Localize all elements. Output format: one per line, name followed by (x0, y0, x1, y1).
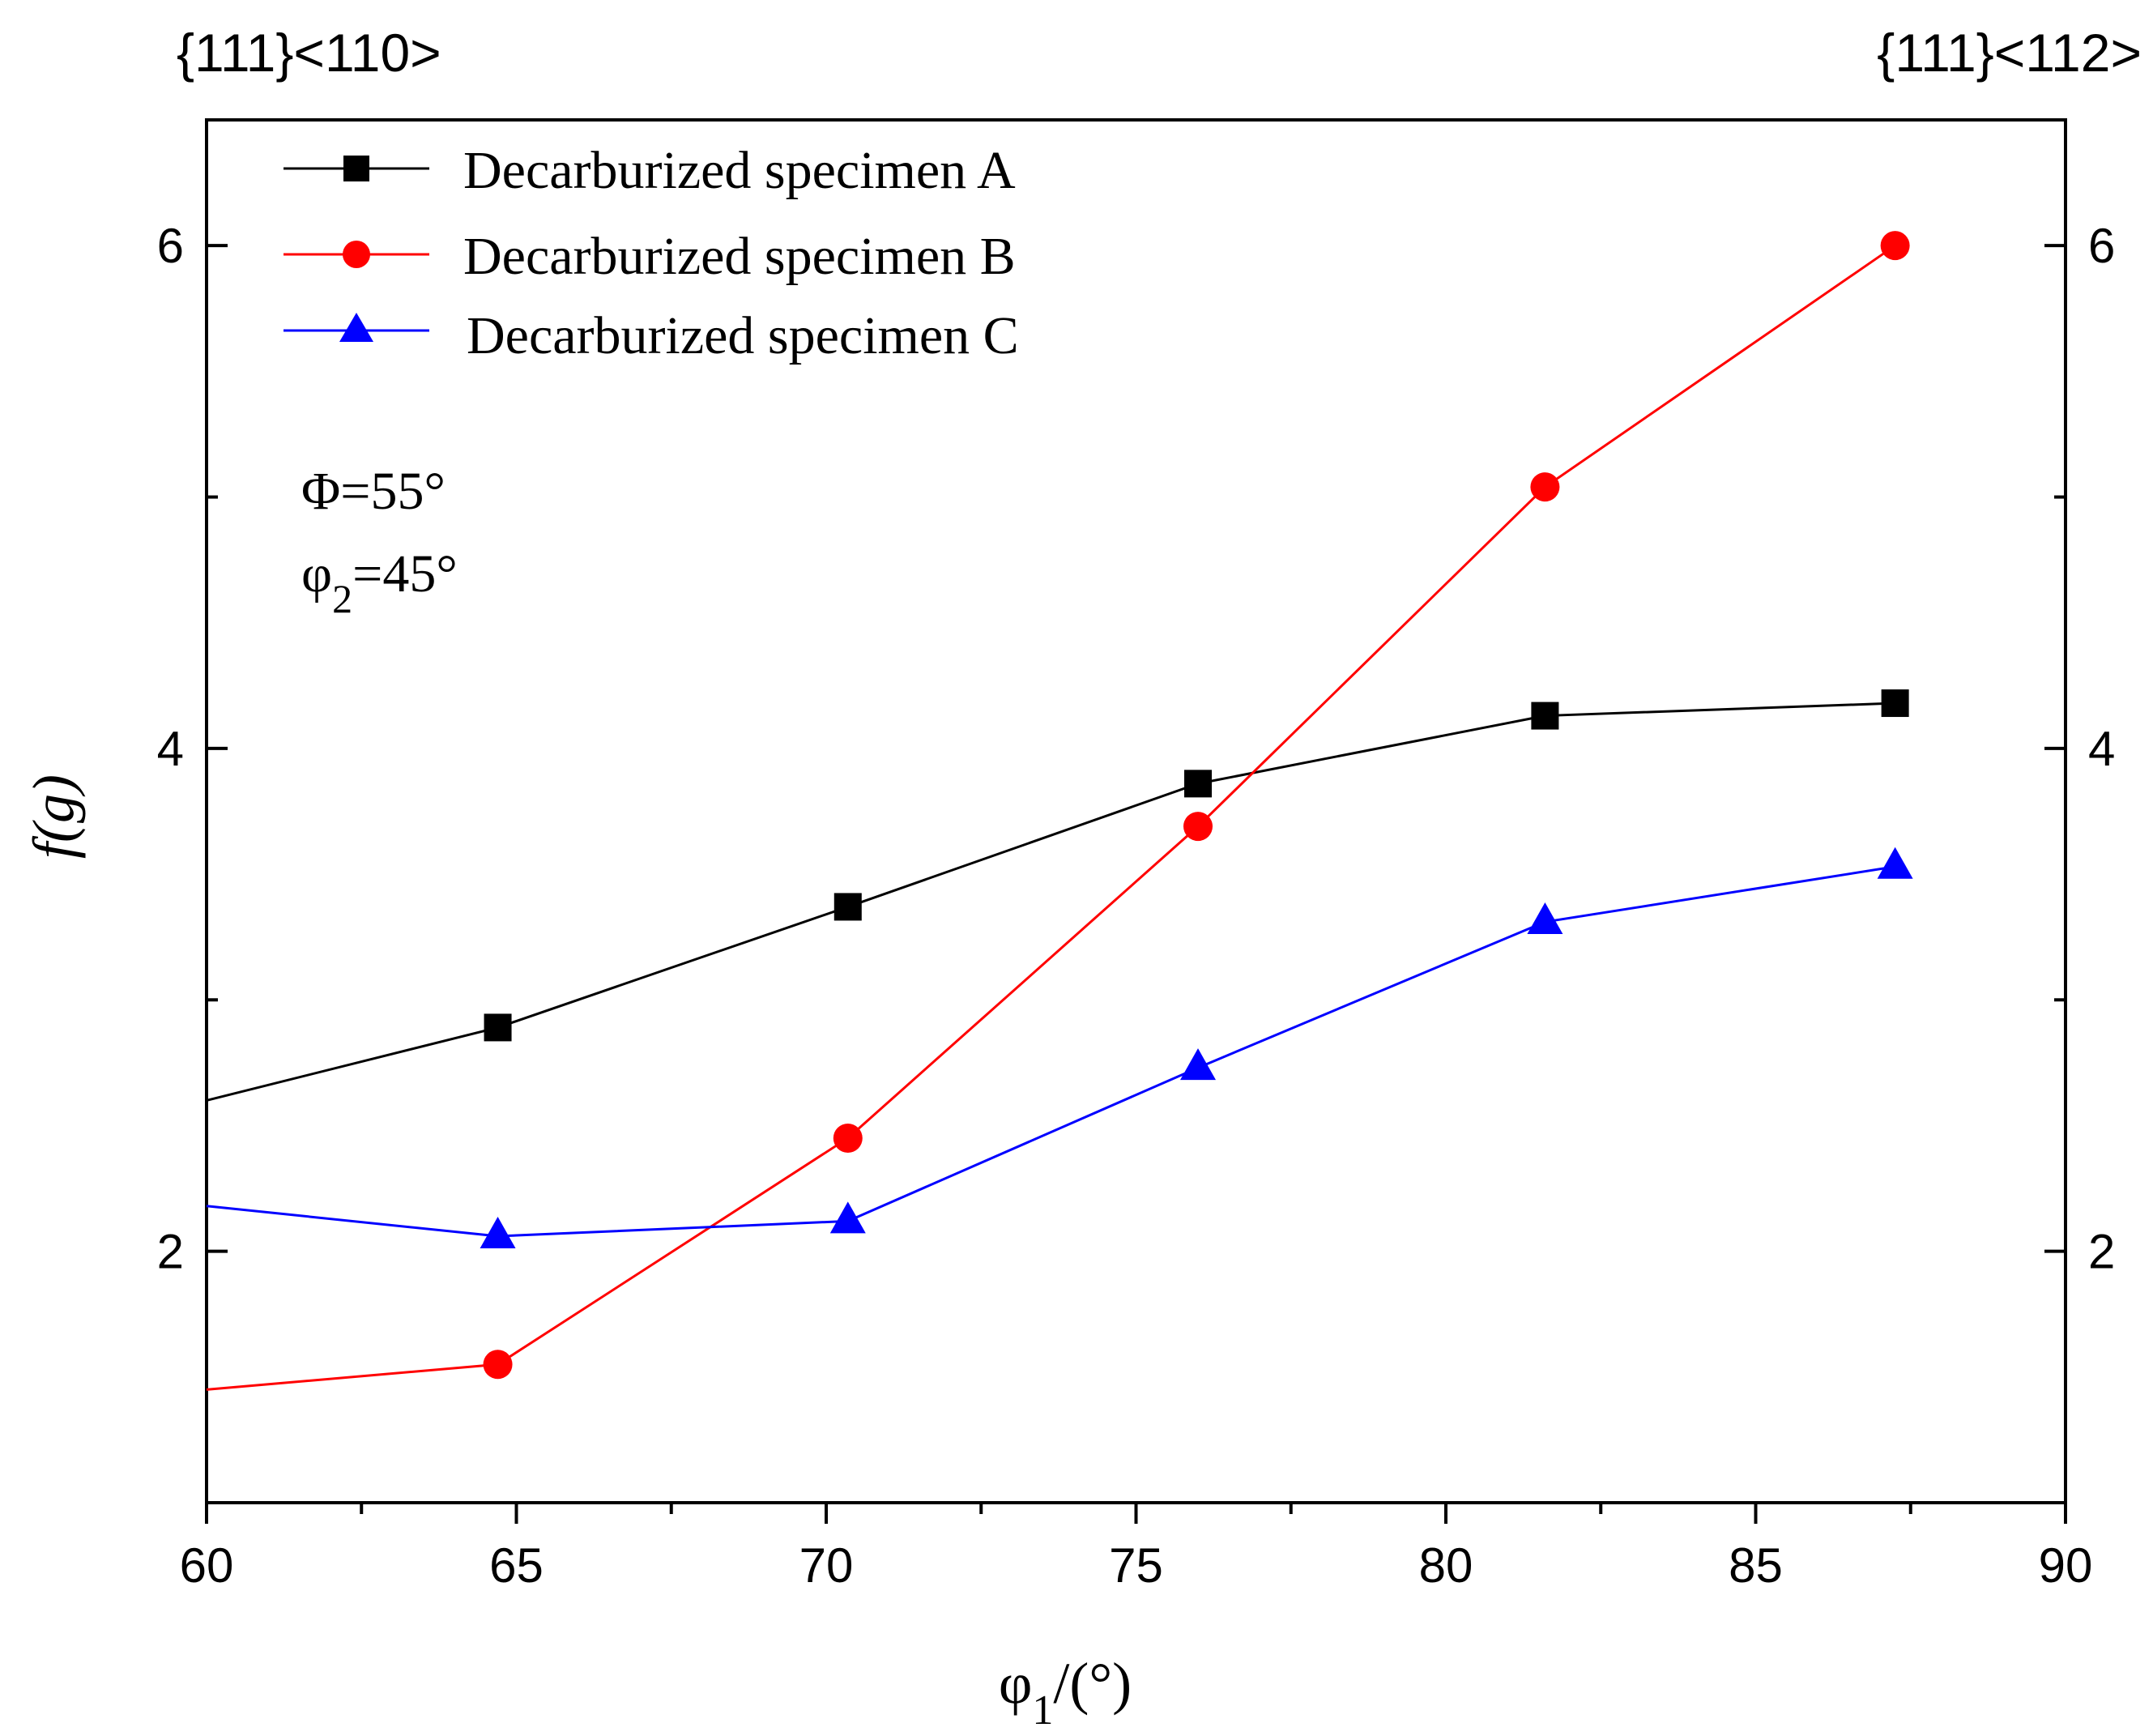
corner-label-right: {111}<112> (1877, 23, 2142, 83)
y-tick-label-right: 6 (2088, 219, 2115, 273)
data-point-square (1531, 702, 1559, 730)
y-tick-label-right: 2 (2088, 1225, 2115, 1279)
data-point-triangle (1527, 902, 1563, 935)
annotation-phi2-main: φ (301, 544, 332, 604)
data-point-triangle (480, 1217, 516, 1249)
x-axis-title-main: φ (999, 1651, 1033, 1716)
data-point-triangle (1180, 1048, 1216, 1081)
legend: Decarburized specimen A Decarburized spe… (284, 141, 1019, 365)
data-point-circle (1183, 812, 1213, 842)
data-point-circle (1530, 472, 1560, 502)
series-line-1 (206, 244, 1896, 1391)
y-tick-label-left: 6 (157, 219, 184, 273)
y-tick-label-right: 4 (2088, 722, 2115, 776)
annotation-phi2-sub: 2 (332, 576, 352, 621)
data-point-triangle (829, 1201, 866, 1234)
y-tick-label-left: 2 (157, 1225, 184, 1279)
axis-ticks: 60 65 70 75 80 85 90 2 2 4 4 6 6 (157, 219, 2116, 1593)
data-point-circle (483, 1350, 513, 1380)
legend-marker-c (339, 313, 373, 342)
x-tick-label: 90 (2039, 1538, 2093, 1593)
x-tick-label: 60 (180, 1538, 234, 1593)
y-tick-label-left: 4 (157, 722, 184, 776)
data-point-square (484, 1013, 512, 1042)
corner-label-left: {111}<110> (177, 23, 441, 83)
legend-label-a: Decarburized specimen A (463, 141, 1016, 200)
annotation-phi2: φ2=45° (301, 544, 458, 621)
data-point-square (833, 893, 862, 921)
x-tick-label: 70 (799, 1538, 854, 1593)
series-layer (206, 231, 1913, 1391)
data-point-square (1881, 689, 1909, 718)
y-axis-title: f(g) (21, 774, 86, 859)
legend-label-b: Decarburized specimen B (463, 227, 1016, 286)
x-axis-title: φ1/(°) (999, 1651, 1132, 1734)
annotation-phi2-rest: =45° (352, 544, 458, 604)
data-point-circle (833, 1123, 863, 1153)
legend-marker-b (343, 241, 370, 268)
x-tick-label: 65 (489, 1538, 544, 1593)
x-tick-label: 85 (1729, 1538, 1783, 1593)
legend-marker-a (343, 156, 369, 181)
x-axis-title-rest: /(°) (1053, 1651, 1132, 1716)
x-tick-label: 80 (1419, 1538, 1473, 1593)
x-tick-label: 75 (1109, 1538, 1163, 1593)
series-line-0 (206, 702, 1895, 1102)
data-point-circle (1880, 231, 1910, 261)
data-point-square (1184, 770, 1212, 798)
series-line-2 (206, 865, 1895, 1238)
x-axis-title-sub: 1 (1032, 1687, 1053, 1734)
annotation-phi: Φ=55° (301, 462, 446, 521)
legend-label-c: Decarburized specimen C (467, 306, 1019, 365)
data-point-triangle (1877, 847, 1913, 879)
